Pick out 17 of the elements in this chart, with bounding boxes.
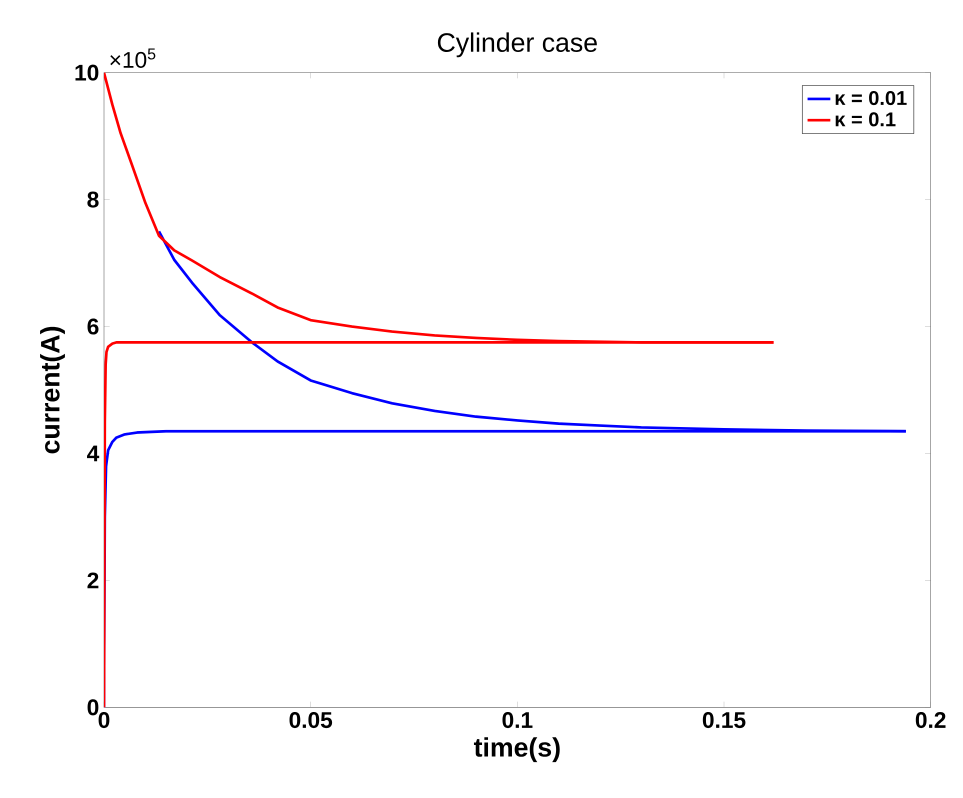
x-tick-label: 0.05 [290, 712, 332, 728]
y-axis-title: current(A) [40, 326, 65, 454]
x-tick-label: 0 [98, 712, 110, 728]
text: ×10$^{5}$ [110, 48, 156, 68]
y-tick-label: 6 [88, 318, 98, 335]
chart-title: Cylinder case [438, 32, 597, 58]
y-tick-label: 8 [87, 192, 99, 208]
y-tick-label: 0 [88, 699, 98, 716]
y-tick-label: 4 [87, 446, 100, 462]
legend-label: κ = 0.01 [836, 90, 907, 106]
x-tick-label: 0.2 [916, 712, 946, 728]
legend-label: κ = 0.1 [836, 112, 896, 126]
y-tick-label: 10 [76, 64, 98, 81]
x-tick-label: 0.15 [702, 712, 746, 728]
y-tick-label: 2 [87, 572, 98, 588]
x-axis-title: time(s) [474, 737, 560, 762]
x-tick-label: 0.1 [502, 712, 532, 728]
